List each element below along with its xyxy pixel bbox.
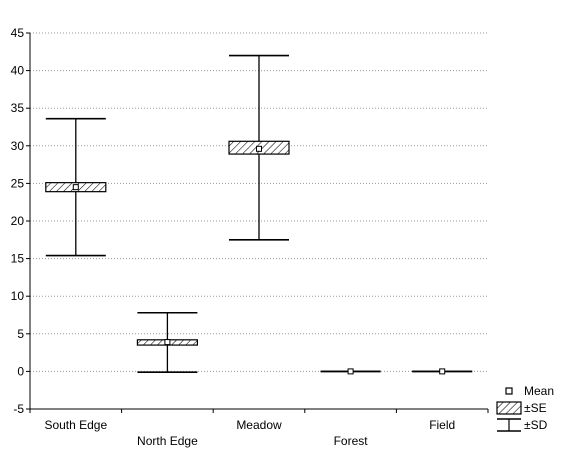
y-tick-label: 30 (11, 139, 25, 153)
y-tick-label: 40 (11, 64, 25, 78)
mean-marker (439, 368, 446, 375)
y-tick-label: 15 (11, 252, 25, 266)
y-tick-label: 25 (11, 176, 25, 190)
legend-label: Mean (524, 384, 554, 398)
x-tick-label: Meadow (236, 418, 282, 432)
y-tick-label: 5 (17, 327, 24, 341)
y-tick-label: 20 (11, 214, 25, 228)
legend-item-sd: ±SD (497, 418, 548, 432)
x-tick-label: Field (429, 418, 455, 432)
legend: Mean ±SE ±SD (496, 384, 554, 432)
boxes (45, 54, 473, 375)
x-tick-label: South Edge (44, 418, 107, 432)
box-group (412, 368, 473, 375)
mean-marker (72, 184, 79, 191)
box-group (136, 311, 198, 373)
legend-label: ±SE (524, 401, 547, 415)
legend-item-mean: Mean (505, 384, 554, 398)
box-group (45, 117, 107, 257)
y-tick-labels: -5 0 5 10 15 20 25 30 35 40 45 (11, 26, 25, 416)
mean-marker (256, 145, 262, 152)
legend-label: ±SD (524, 418, 548, 432)
y-tick-label: -5 (13, 402, 24, 416)
legend-se-swatch (496, 401, 522, 415)
x-tick-label: Forest (334, 434, 369, 448)
box-group (320, 368, 381, 375)
axes (26, 32, 489, 413)
mean-marker (347, 368, 354, 375)
y-tick-label: 45 (11, 26, 25, 40)
y-tick-label: 35 (11, 101, 25, 115)
y-tick-label: 0 (17, 364, 24, 378)
mean-marker (164, 339, 171, 346)
x-tick-labels: South Edge North Edge Meadow Forest Field (44, 418, 455, 448)
legend-item-se: ±SE (496, 401, 547, 415)
x-tick-label: North Edge (137, 434, 198, 448)
legend-mean-marker (505, 387, 513, 395)
box-group (228, 54, 290, 241)
y-tick-label: 10 (11, 289, 25, 303)
